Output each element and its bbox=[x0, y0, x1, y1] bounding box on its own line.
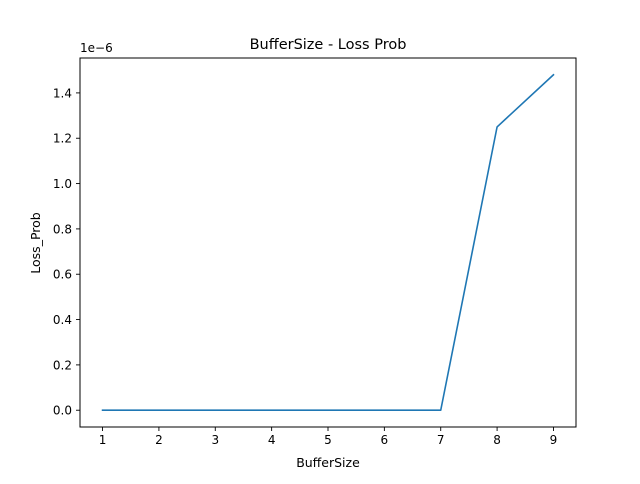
y-tick-label: 0.8 bbox=[53, 222, 72, 236]
y-tick-label: 1.0 bbox=[53, 177, 72, 191]
x-tick-label: 5 bbox=[324, 433, 332, 447]
x-tick-label: 3 bbox=[211, 433, 219, 447]
x-tick-label: 4 bbox=[268, 433, 276, 447]
x-axis: 1 2 3 4 5 6 7 8 9 bbox=[99, 427, 558, 447]
y-tick-label: 0.4 bbox=[53, 313, 72, 327]
y-axis-label: Loss_Prob bbox=[28, 212, 43, 273]
y-axis: 0.0 0.2 0.4 0.6 0.8 1.0 1.2 1.4 bbox=[53, 86, 80, 418]
x-tick-label: 8 bbox=[493, 433, 501, 447]
x-tick-label: 6 bbox=[381, 433, 389, 447]
plot-area: 1 2 3 4 5 6 7 8 9 0.0 0.2 0.4 0.6 0.8 1.0 1.2 1.4 bbox=[53, 57, 577, 447]
x-tick-label: 9 bbox=[550, 433, 558, 447]
y-tick-label: 0.2 bbox=[53, 358, 72, 372]
y-offset-text: 1e−6 bbox=[80, 41, 113, 55]
series-layer bbox=[101, 73, 555, 412]
x-tick-label: 1 bbox=[99, 433, 107, 447]
y-tick-label: 0.6 bbox=[53, 268, 72, 282]
y-tick-label: 0.0 bbox=[53, 404, 72, 418]
series-line bbox=[101, 73, 555, 412]
x-tick-label: 7 bbox=[437, 433, 445, 447]
x-tick-label: 2 bbox=[155, 433, 163, 447]
plot-frame bbox=[79, 57, 577, 428]
x-axis-label: BufferSize bbox=[296, 455, 360, 470]
y-tick-label: 1.4 bbox=[53, 86, 72, 100]
chart-title: BufferSize - Loss Prob bbox=[250, 37, 407, 53]
y-tick-label: 1.2 bbox=[53, 132, 72, 146]
